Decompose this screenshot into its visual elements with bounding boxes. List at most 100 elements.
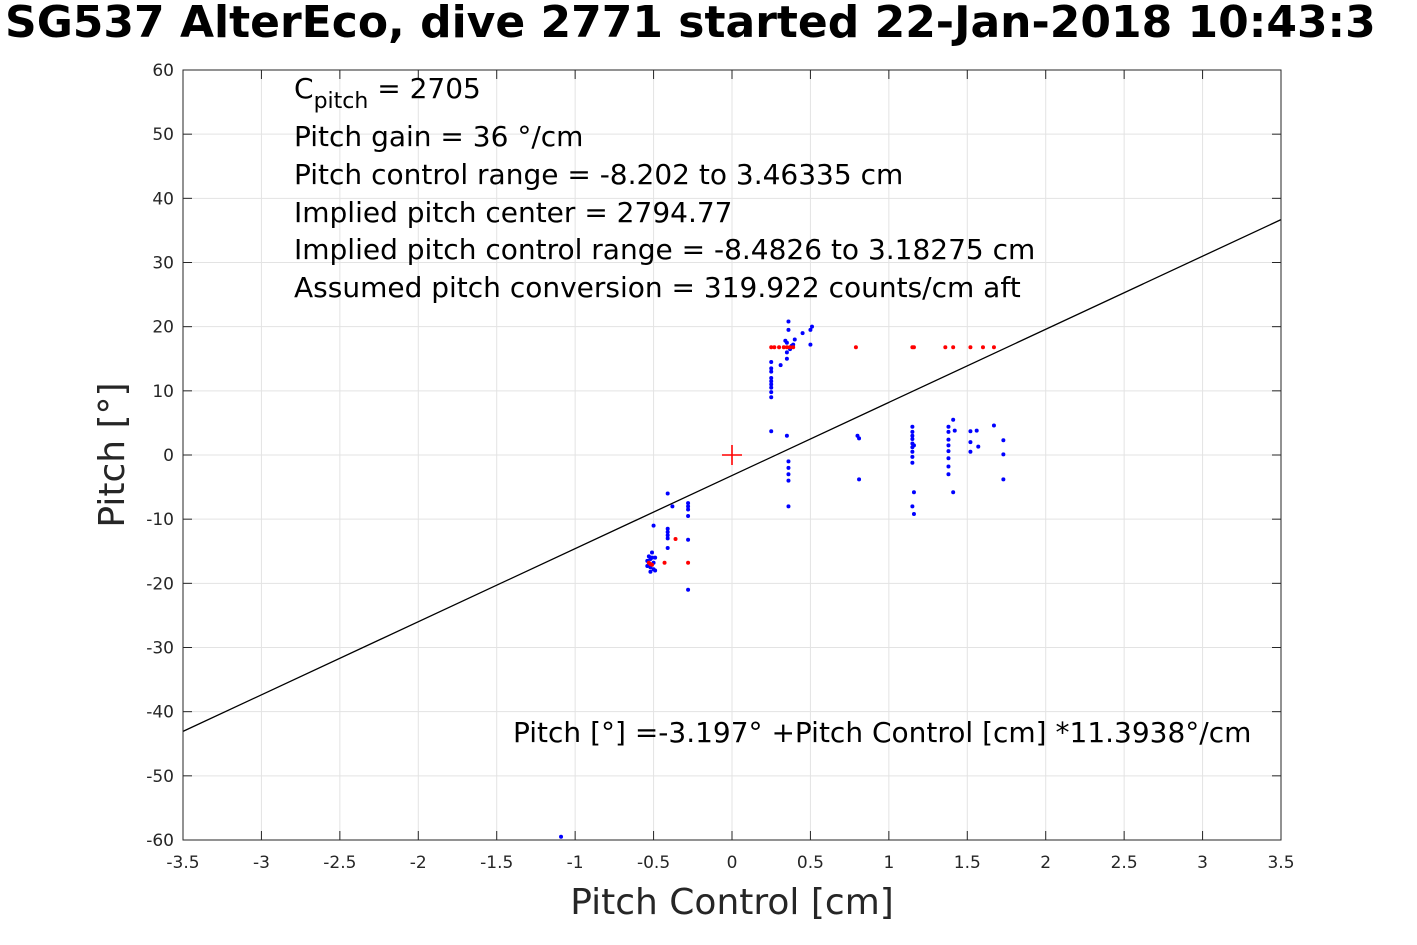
data-point <box>911 490 916 495</box>
implied-pitch-center-annotation: Implied pitch center = 2794.77 <box>294 196 732 229</box>
x-tick-label: -1 <box>567 853 584 873</box>
data-point <box>951 417 956 422</box>
y-tick-label: 20 <box>152 318 174 338</box>
data-point <box>946 449 951 454</box>
data-point <box>968 429 973 434</box>
data-point <box>665 536 670 541</box>
x-tick-label: 3.5 <box>1267 853 1294 873</box>
y-tick-label: 0 <box>163 446 174 466</box>
y-tick-label: -20 <box>146 574 174 594</box>
data-point <box>651 523 656 528</box>
y-tick-label: -30 <box>146 639 174 659</box>
data-point <box>769 385 774 390</box>
data-point <box>786 465 791 470</box>
data-point <box>784 345 789 350</box>
data-point <box>968 440 973 445</box>
data-point <box>777 345 782 350</box>
data-point <box>653 568 658 573</box>
data-point <box>800 331 805 336</box>
data-point <box>786 459 791 464</box>
x-tick-label: -3 <box>253 853 270 873</box>
y-tick-label: -60 <box>146 831 174 851</box>
data-point <box>857 436 862 441</box>
data-point <box>648 556 653 561</box>
data-point <box>786 472 791 477</box>
x-tick-label: 1.5 <box>954 853 981 873</box>
x-tick-label: 2 <box>1040 853 1051 873</box>
center-marker-layer <box>722 445 742 465</box>
data-point <box>559 834 564 839</box>
data-point <box>980 345 985 350</box>
data-point <box>769 395 774 400</box>
implied-pitch-range-annotation: Implied pitch control range = -8.4826 to… <box>294 233 1035 266</box>
pitch-control-range-annotation: Pitch control range = -8.202 to 3.46335 … <box>294 158 903 191</box>
data-point <box>686 504 691 509</box>
data-point <box>946 437 951 442</box>
y-tick-label: -40 <box>146 703 174 723</box>
data-point <box>910 424 915 429</box>
data-point <box>910 454 915 459</box>
x-tick-label: 1 <box>883 853 894 873</box>
data-point <box>974 428 979 433</box>
x-tick-label: 2.5 <box>1111 853 1138 873</box>
data-point <box>791 345 796 350</box>
data-point <box>778 363 783 368</box>
data-point <box>1001 452 1006 457</box>
data-point <box>686 537 691 542</box>
data-point <box>952 428 957 433</box>
data-point <box>857 477 862 482</box>
data-point <box>650 550 655 555</box>
y-tick-label: 50 <box>152 125 174 145</box>
data-point <box>784 433 789 438</box>
data-point <box>910 433 915 438</box>
data-point <box>784 350 789 355</box>
data-point <box>786 478 791 483</box>
x-tick-label: -3.5 <box>166 853 199 873</box>
data-point <box>968 345 973 350</box>
chart-title: SG537 AlterEco, dive 2771 started 22-Jan… <box>5 0 1376 48</box>
y-tick-label: 40 <box>152 189 174 209</box>
data-point <box>910 460 915 465</box>
data-point <box>910 436 915 441</box>
x-tick-label: -2.5 <box>323 853 356 873</box>
x-tick-label: -2 <box>410 853 427 873</box>
data-point <box>769 366 774 371</box>
axis-ticks: -3.5 -3 -2.5 -2 -1.5 -1 -0.5 0 0.5 1 1.5 2 2.5 3 3.5 -6… <box>146 61 1294 873</box>
data-point <box>788 345 793 350</box>
data-point <box>911 512 916 517</box>
data-point <box>673 537 678 542</box>
data-point <box>910 429 915 434</box>
data-point <box>946 472 951 477</box>
x-axis-label: Pitch Control [cm] <box>570 882 894 923</box>
data-point <box>911 345 916 350</box>
y-tick-label: 10 <box>152 382 174 402</box>
data-point <box>946 456 951 461</box>
data-point <box>786 327 791 332</box>
data-point <box>686 587 691 592</box>
data-point <box>686 501 691 506</box>
data-point <box>769 382 774 387</box>
data-point <box>769 379 774 384</box>
y-axis-label: Pitch [°] <box>92 382 133 527</box>
data-point <box>853 345 858 350</box>
data-point <box>808 327 813 332</box>
data-point <box>946 424 951 429</box>
pitch-gain-annotation: Pitch gain = 36 °/cm <box>294 120 583 153</box>
x-tick-label: 0 <box>727 853 738 873</box>
x-tick-label: -1.5 <box>480 853 513 873</box>
data-point <box>951 345 956 350</box>
data-point <box>665 533 670 538</box>
data-point <box>645 564 650 569</box>
data-point <box>781 345 786 350</box>
y-tick-label: 30 <box>152 254 174 274</box>
pitch-conversion-annotation: Assumed pitch conversion = 319.922 count… <box>294 271 1021 304</box>
data-point <box>946 429 951 434</box>
data-point <box>648 569 653 574</box>
data-point <box>686 507 691 512</box>
data-point <box>991 345 996 350</box>
data-point <box>991 423 996 428</box>
c-pitch-annotation: Cpitch = 2705 <box>294 72 481 114</box>
data-point <box>650 562 655 567</box>
annotation-block: Cpitch = 2705 Pitch gain = 36 °/cm Pitch… <box>294 72 1035 304</box>
data-point <box>1001 477 1006 482</box>
